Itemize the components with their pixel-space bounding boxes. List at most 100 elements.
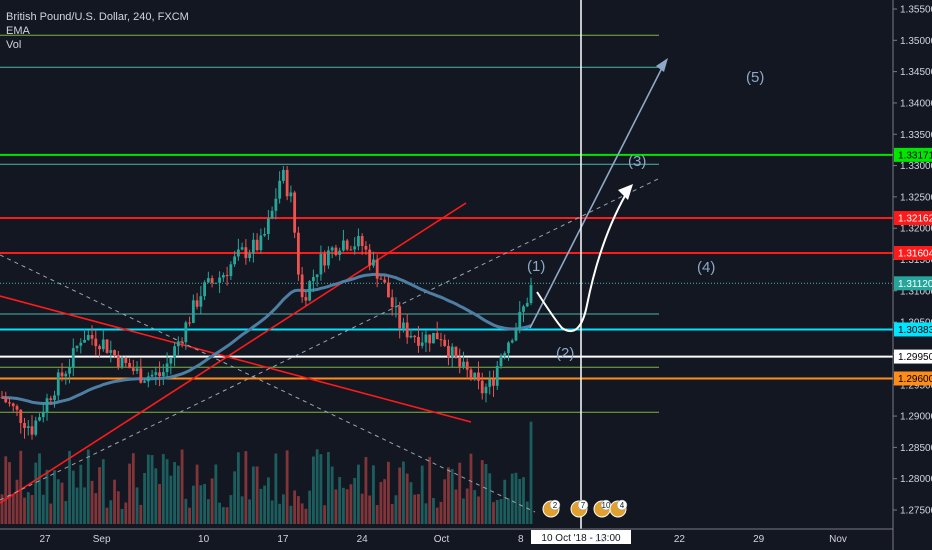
candle-body <box>413 335 417 337</box>
price-label-box <box>894 276 932 291</box>
candle-body <box>424 334 428 343</box>
candle-body <box>304 297 308 301</box>
volume-bar <box>330 466 334 524</box>
candle-body <box>150 374 154 377</box>
candle-body <box>135 368 139 371</box>
volume-bar <box>270 500 274 524</box>
volume-bar <box>225 507 229 524</box>
wave-label-2: (2) <box>556 345 574 362</box>
wave-label-1: (1) <box>527 258 545 275</box>
projection-arrow-line <box>529 63 665 329</box>
volume-bar <box>11 494 15 524</box>
candle-body <box>206 278 210 283</box>
price-label: 1.32162 <box>898 214 932 225</box>
volume-bar <box>469 453 473 524</box>
volume-bar <box>248 499 252 524</box>
symbol-title[interactable]: British Pound/U.S. Dollar, 240, FXCM <box>6 11 189 23</box>
price-label-box <box>894 211 932 226</box>
y-tick-label: 1.32500 <box>900 192 932 203</box>
volume-bar <box>405 473 409 524</box>
volume-bar <box>394 495 398 524</box>
candle-body <box>180 341 184 343</box>
volume-bar <box>180 449 184 524</box>
candle-body <box>484 386 488 394</box>
event-count-label: 2 <box>553 501 558 510</box>
volume-bar <box>203 483 206 524</box>
event-count-label: 4 <box>620 501 625 510</box>
candle-body <box>259 235 263 251</box>
volume-bar <box>338 477 342 524</box>
crosshair-time-box <box>531 530 631 544</box>
candle-body <box>139 368 143 383</box>
candle-body <box>315 274 319 278</box>
candle-body <box>334 247 338 255</box>
candle-body <box>360 236 364 246</box>
volume-bar <box>263 485 267 524</box>
volume-bar <box>304 508 308 524</box>
wave-labels: (1) (2) (3) (4) (5) <box>527 69 764 362</box>
candle-body <box>402 322 405 329</box>
volume-bar <box>158 484 161 524</box>
crosshair-time-label: 10 Oct '18 - 13:00 <box>541 533 621 544</box>
candle-body <box>398 306 402 329</box>
candle-body <box>345 240 349 250</box>
price-label-box <box>894 245 932 260</box>
volume-bar <box>473 490 477 524</box>
volume-bar <box>522 477 525 524</box>
volume-bar <box>195 464 199 524</box>
candle-body <box>161 372 165 377</box>
candle-body <box>60 372 64 377</box>
volume-bar <box>503 479 507 524</box>
volume-bar <box>480 460 484 524</box>
x-tick-label: Oct <box>434 534 450 545</box>
x-tick-label: 29 <box>753 534 765 545</box>
candle-body <box>469 369 473 378</box>
volume-bar <box>477 496 480 524</box>
y-tick-label: 1.29500 <box>900 380 932 391</box>
candle-body <box>38 417 41 421</box>
candle-body <box>443 339 447 346</box>
time-axis[interactable]: 27 Sep 10 17 24 Oct 8 15 22 29 Nov <box>39 534 846 545</box>
volume-bar <box>293 490 297 524</box>
volume-bar <box>150 455 154 524</box>
volume-bar <box>450 469 454 524</box>
ema-indicator-label[interactable]: EMA <box>6 25 30 37</box>
volume-bar <box>402 461 405 524</box>
event-count-bubble <box>577 499 589 511</box>
candle-body <box>409 335 413 338</box>
candle-body <box>364 245 368 250</box>
y-tick-label: 1.33000 <box>900 161 932 172</box>
candle-body <box>210 278 214 283</box>
candle-body <box>109 350 113 353</box>
volume-bar <box>30 495 34 524</box>
candle-body <box>176 341 180 347</box>
candle-body <box>23 422 26 428</box>
volume-bar <box>4 456 8 524</box>
volume-bar <box>439 501 443 524</box>
candle-body <box>116 355 120 368</box>
candle-body <box>101 339 105 350</box>
volume-bar <box>188 507 191 524</box>
volume-bar <box>518 478 522 524</box>
y-tick-label: 1.31500 <box>900 255 932 266</box>
candle-body <box>274 198 278 211</box>
candle-body <box>308 281 312 301</box>
y-tick-label: 1.31000 <box>900 286 932 297</box>
volume-bar <box>428 456 432 524</box>
price-label-box <box>894 322 932 337</box>
candle-body <box>394 306 398 308</box>
volume-indicator-label[interactable]: Vol <box>6 39 22 51</box>
candle-body <box>300 274 304 298</box>
volume-bar <box>281 494 285 524</box>
candle-body <box>499 356 503 367</box>
ema-curve <box>1 272 532 406</box>
volume-bar <box>443 479 447 524</box>
volume-bar <box>139 504 143 524</box>
volume-bar <box>495 500 499 524</box>
volume-bar <box>278 503 282 524</box>
volume-bar <box>323 505 327 524</box>
volume-bar <box>34 462 38 524</box>
candle-body <box>120 357 124 368</box>
